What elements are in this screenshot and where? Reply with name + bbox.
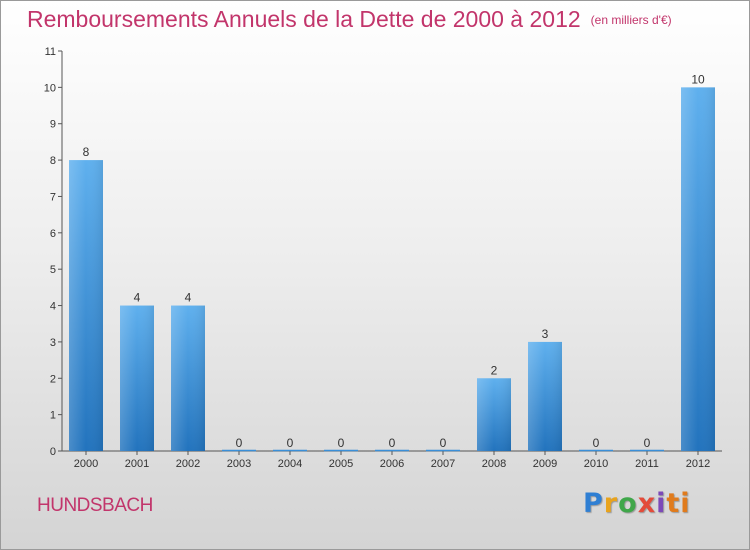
y-tick-label: 9 [50,119,56,131]
bar-shade [171,305,205,451]
data-label: 0 [440,436,447,450]
bar-shade [69,160,103,451]
bar-shade [120,305,154,451]
data-label: 0 [338,436,345,450]
x-tick-label: 2006 [380,458,404,470]
data-label: 8 [83,145,90,159]
y-tick-label: 3 [50,337,56,349]
y-tick-label: 6 [50,228,56,240]
chart-subtitle: (en milliers d'€) [590,13,672,27]
chart-axes [58,50,722,455]
data-label: 4 [134,291,141,305]
x-tick-label: 2005 [329,458,353,470]
bar-shade [528,341,562,451]
data-label: 0 [593,436,600,450]
x-tick-label: 2000 [74,458,98,470]
y-tick-label: 2 [50,373,56,385]
x-tick-label: 2004 [278,458,302,470]
bar-shade [477,378,511,451]
x-tick-label: 2010 [584,458,608,470]
x-tick-label: 2001 [125,458,149,470]
data-label: 3 [542,327,549,341]
chart-title-text: Remboursements Annuels de la Dette de 20… [27,6,581,32]
y-tick-label: 1 [50,410,56,422]
data-label: 0 [236,436,243,450]
y-tick-label: 11 [45,46,56,58]
x-tick-label: 2002 [176,458,200,470]
data-label: 10 [691,72,705,86]
x-tick-label: 2009 [533,458,557,470]
x-tick-label: 2012 [686,458,710,470]
data-label: 0 [644,436,651,450]
bar-shade [681,87,715,451]
chart-bars [69,87,715,452]
data-label: 2 [491,363,498,377]
proxiti-logo: Proxiti [583,488,691,519]
y-tick-label: 7 [50,191,56,203]
data-label: 0 [389,436,396,450]
y-tick-label: 10 [44,82,56,94]
y-tick-label: 8 [50,155,56,167]
x-tick-label: 2008 [482,458,506,470]
data-label: 4 [185,291,192,305]
y-tick-label: 0 [50,446,56,458]
x-tick-label: 2003 [227,458,251,470]
data-label: 0 [287,436,294,450]
chart-labels: 0123456789101120008200142002420030200402… [44,46,710,470]
chart-title: Remboursements Annuels de la Dette de 20… [27,6,672,33]
x-tick-label: 2007 [431,458,455,470]
y-tick-label: 4 [50,301,56,313]
commune-name: HUNDSBACH [37,495,153,516]
y-tick-label: 5 [50,264,56,276]
x-tick-label: 2011 [635,458,659,470]
